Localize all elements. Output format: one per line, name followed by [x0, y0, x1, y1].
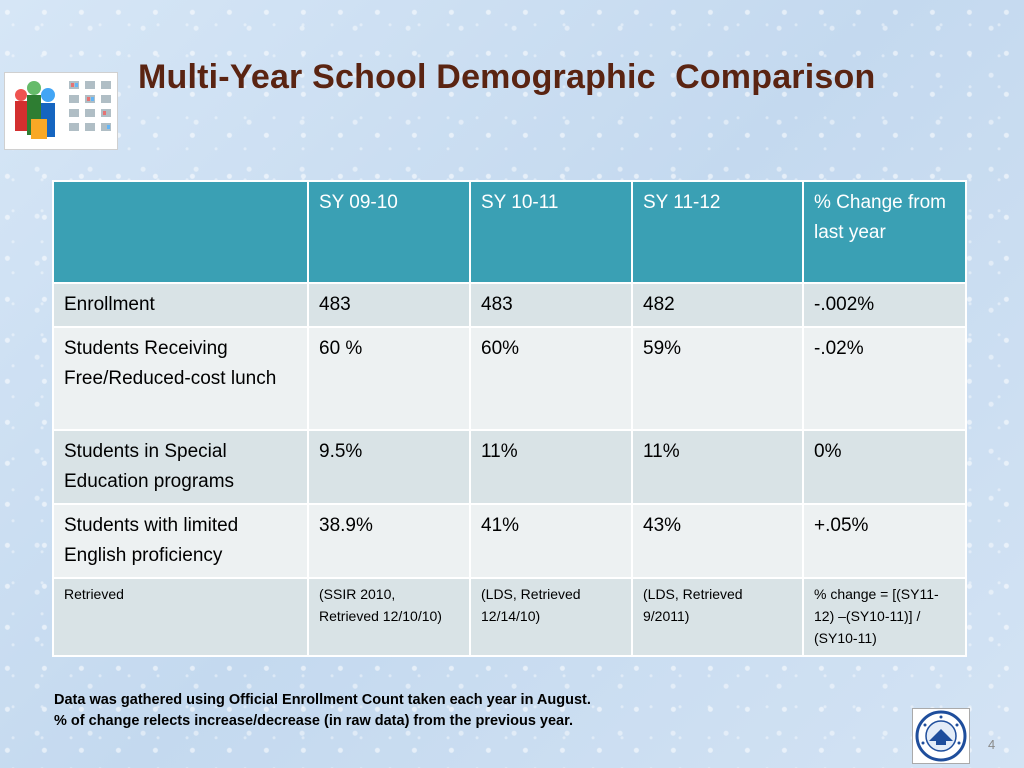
- table-row: Students with limited English proficienc…: [52, 503, 967, 579]
- row-label: Enrollment: [52, 282, 309, 328]
- footnote-line: Data was gathered using Official Enrollm…: [54, 692, 591, 708]
- header-cell-empty: [52, 180, 309, 284]
- source-sy-09-10: (SSIR 2010, Retrieved 12/10/10): [307, 577, 471, 657]
- cell-sy-09-10: 60 %: [307, 326, 471, 431]
- header-cell-sy-09-10: SY 09-10: [307, 180, 471, 284]
- cell-percent-change: -.002%: [802, 282, 967, 328]
- slide-title: Multi-Year School Demographic Comparison: [138, 58, 876, 96]
- row-label: Students with limited English proficienc…: [52, 503, 309, 579]
- cell-sy-10-11: 41%: [469, 503, 633, 579]
- cell-percent-change: 0%: [802, 429, 967, 505]
- cell-sy-10-11: 60%: [469, 326, 633, 431]
- cell-sy-11-12: 482: [631, 282, 804, 328]
- cell-sy-11-12: 43%: [631, 503, 804, 579]
- department-of-education-seal-icon: [912, 708, 970, 764]
- table-header-row: SY 09-10 SY 10-11 SY 11-12 % Change from…: [52, 180, 967, 284]
- cell-percent-change: -.02%: [802, 326, 967, 431]
- cell-sy-11-12: 59%: [631, 326, 804, 431]
- row-label: Students in Special Education programs: [52, 429, 309, 505]
- source-label: Retrieved: [52, 577, 309, 657]
- students-logo-icon: [4, 72, 118, 150]
- cell-sy-09-10: 483: [307, 282, 471, 328]
- cell-sy-11-12: 11%: [631, 429, 804, 505]
- header-cell-sy-10-11: SY 10-11: [469, 180, 633, 284]
- cell-percent-change: +.05%: [802, 503, 967, 579]
- cell-sy-09-10: 38.9%: [307, 503, 471, 579]
- cell-sy-09-10: 9.5%: [307, 429, 471, 505]
- source-sy-10-11: (LDS, Retrieved 12/14/10): [469, 577, 633, 657]
- cell-sy-10-11: 483: [469, 282, 633, 328]
- cell-sy-10-11: 11%: [469, 429, 633, 505]
- demographics-table: SY 09-10 SY 10-11 SY 11-12 % Change from…: [52, 180, 967, 657]
- source-sy-11-12: (LDS, Retrieved 9/2011): [631, 577, 804, 657]
- table-row: Enrollment 483 483 482 -.002%: [52, 282, 967, 328]
- page-number: 4: [988, 737, 996, 752]
- row-label: Students Receiving Free/Reduced-cost lun…: [52, 326, 309, 431]
- header-cell-percent-change: % Change from last year: [802, 180, 967, 284]
- header-cell-sy-11-12: SY 11-12: [631, 180, 804, 284]
- table-row: Students Receiving Free/Reduced-cost lun…: [52, 326, 967, 431]
- source-percent-change-formula: % change = [(SY11-12) –(SY10-11)] / (SY1…: [802, 577, 967, 657]
- table-row: Students in Special Education programs 9…: [52, 429, 967, 505]
- footnote: Data was gathered using Official Enrollm…: [54, 690, 591, 732]
- footnote-line: % of change relects increase/decrease (i…: [54, 713, 573, 729]
- table-row-source: Retrieved (SSIR 2010, Retrieved 12/10/10…: [52, 577, 967, 657]
